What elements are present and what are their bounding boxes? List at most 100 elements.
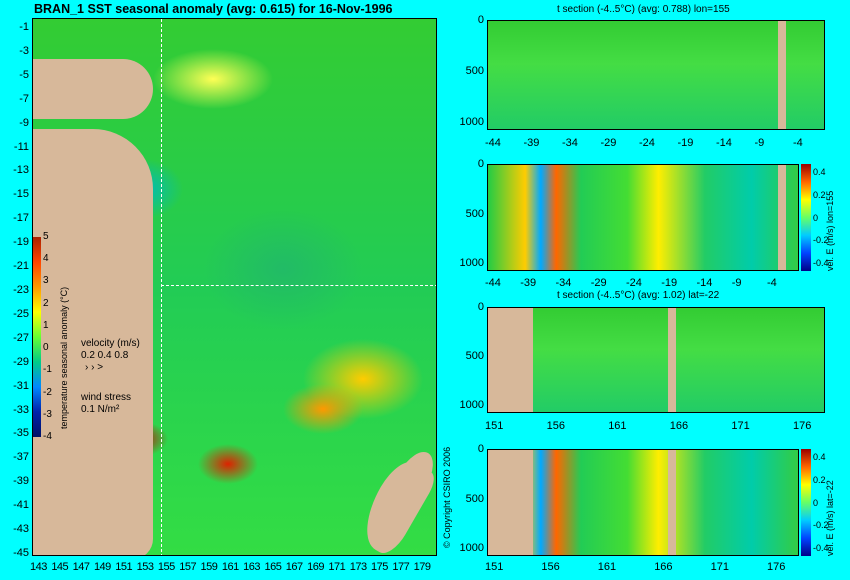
section-plot [487, 20, 825, 130]
sst-colorbar-tick: 5 [43, 231, 49, 242]
section-y-tick: 500 [465, 65, 484, 77]
section-x-tick: -9 [731, 277, 742, 289]
section-x-tick: -24 [626, 277, 642, 289]
section-x-tick: 151 [485, 420, 504, 432]
section-x-tick: 156 [541, 561, 560, 573]
sst-colorbar-tick: 0 [43, 342, 49, 354]
velocity-colorbar-label: vel. E (m/s) lon=155 [825, 190, 835, 271]
section-y-tick: 1000 [459, 257, 484, 269]
lat-tick-label: -7 [19, 92, 29, 105]
velocity-colorbar-label: vel. E (m/s) lat=-22 [825, 480, 835, 556]
section-x-tick: -39 [523, 137, 540, 149]
section-y-tick: 0 [477, 301, 484, 313]
velocity-colorbar-tick: -0.4 [813, 543, 829, 553]
section-x-tick: 156 [546, 420, 565, 432]
section-x-tick: -44 [485, 277, 501, 289]
velocity-colorbar-tick: 0 [813, 212, 819, 223]
section-x-tick: 151 [485, 561, 504, 573]
section-x-tick: 171 [710, 561, 729, 573]
lat-tick-label: -27 [13, 331, 29, 344]
lon-tick-label: 155 [157, 561, 175, 573]
panel-title: t section (-4..5°C) (avg: 1.02) lat=-22 [557, 290, 720, 301]
velocity-colorbar-tick: 0.2 [813, 474, 826, 485]
lon-tick-label: 167 [285, 561, 303, 573]
sst-colorbar-tick: -1 [43, 364, 52, 376]
section-x-tick: 166 [654, 561, 673, 573]
velocity-legend-label: velocity (m/s) [81, 338, 140, 349]
wind-legend-scale: 0.1 N/m² [81, 404, 120, 415]
lat-tick-label: -5 [19, 68, 29, 81]
lon-tick-label: 169 [307, 561, 324, 573]
lat-tick-label: -9 [19, 116, 29, 129]
section-x-tick: -9 [754, 137, 765, 149]
lon155-section-line [161, 19, 162, 555]
sst-colorbar-tick: 1 [43, 319, 49, 331]
section-y-tick: 1000 [459, 399, 484, 411]
lon-tick-label: 171 [328, 561, 346, 573]
lon-tick-label: 175 [371, 561, 388, 573]
sst-colorbar-tick: -4 [43, 431, 52, 442]
panel-title: t section (-4..5°C) (avg: 0.788) lon=155 [557, 4, 730, 15]
lon-tick-label: 177 [392, 561, 410, 573]
map-lat-ticks: -1 -3 -5 -7 -9 -11 -13 -15 -17 -19 -21 -23 -25 -27 -29… [2, 18, 32, 559]
lat-tick-label: -25 [13, 307, 29, 320]
new-guinea-land [33, 59, 153, 119]
section-coast-land [488, 308, 533, 412]
velocity-colorbar-tick: 0.4 [813, 167, 826, 177]
section-land-strip [668, 308, 676, 412]
lon-tick-label: 147 [72, 561, 90, 573]
section-x-tick: 176 [767, 561, 786, 573]
sst-colorbar-tick: -2 [43, 386, 52, 398]
lon-tick-label: 159 [200, 561, 218, 573]
section-land-strip [778, 165, 786, 270]
lon-tick-label: 151 [115, 561, 133, 573]
sst-colorbar-label: temperature seasonal anomaly (°C) [59, 286, 69, 429]
lat-tick-label: -29 [13, 355, 29, 368]
section-x-tick: 176 [793, 420, 812, 432]
lat-tick-label: -41 [13, 499, 29, 512]
lon-tick-label: 163 [243, 561, 261, 573]
section-x-tick: -4 [793, 137, 803, 149]
lon-tick-label: 165 [264, 561, 282, 573]
lon-tick-label: 153 [136, 561, 154, 573]
map-lon-ticks: 143 145 147 149 151 153 155 157 159 161 163 165 167 1… [30, 561, 437, 576]
lon-tick-label: 157 [179, 561, 197, 573]
velocity-colorbar [801, 164, 811, 271]
section-x-tick: -19 [661, 277, 678, 289]
section-x-tick: -14 [696, 277, 713, 289]
section-y-tick: 500 [465, 207, 484, 220]
sst-colorbar [33, 237, 41, 437]
lon-tick-label: 145 [51, 561, 69, 573]
lat-tick-label: -43 [13, 523, 29, 536]
lat-tick-label: -23 [13, 284, 29, 296]
velocity-colorbar-tick: -0.2 [813, 235, 829, 246]
section-y-tick: 0 [477, 158, 484, 170]
velocity-arrows-icon: › › > [85, 362, 104, 373]
lat-tick-label: -19 [13, 236, 29, 249]
section-y-tick: 1000 [459, 116, 484, 128]
australia-land [33, 129, 153, 555]
section-plot [487, 449, 799, 556]
section-land-strip [668, 450, 676, 555]
sst-colorbar-tick: 4 [43, 253, 49, 265]
lon-tick-label: 149 [93, 561, 111, 573]
sst-colorbar-tick: 2 [43, 297, 49, 309]
section-x-tick: -44 [485, 137, 501, 149]
section-x-tick: 161 [608, 420, 627, 432]
section-y-tick: 500 [465, 492, 484, 505]
wind-legend-label: wind stress [81, 392, 132, 403]
section-coast-land [488, 450, 533, 555]
sst-colorbar-tick: -3 [43, 408, 52, 420]
velocity-colorbar-tick: -0.4 [813, 258, 829, 268]
section-x-tick: 166 [669, 420, 689, 432]
lat-tick-label: -1 [19, 21, 29, 33]
lat-22-section-line [161, 285, 436, 286]
sst-colorbar-tick: 3 [43, 275, 49, 287]
section-x-tick: -14 [716, 137, 732, 149]
lat-tick-label: -33 [13, 403, 29, 416]
lat-tick-label: -17 [13, 212, 29, 225]
sst-anomaly-map: 5 4 3 2 1 0 -1 -2 -3 -4 temperature seasonal anom… [32, 18, 437, 556]
lon-tick-label: 173 [349, 561, 367, 573]
velocity-colorbar-tick: -0.2 [813, 520, 829, 531]
section-y-tick: 0 [477, 14, 484, 26]
